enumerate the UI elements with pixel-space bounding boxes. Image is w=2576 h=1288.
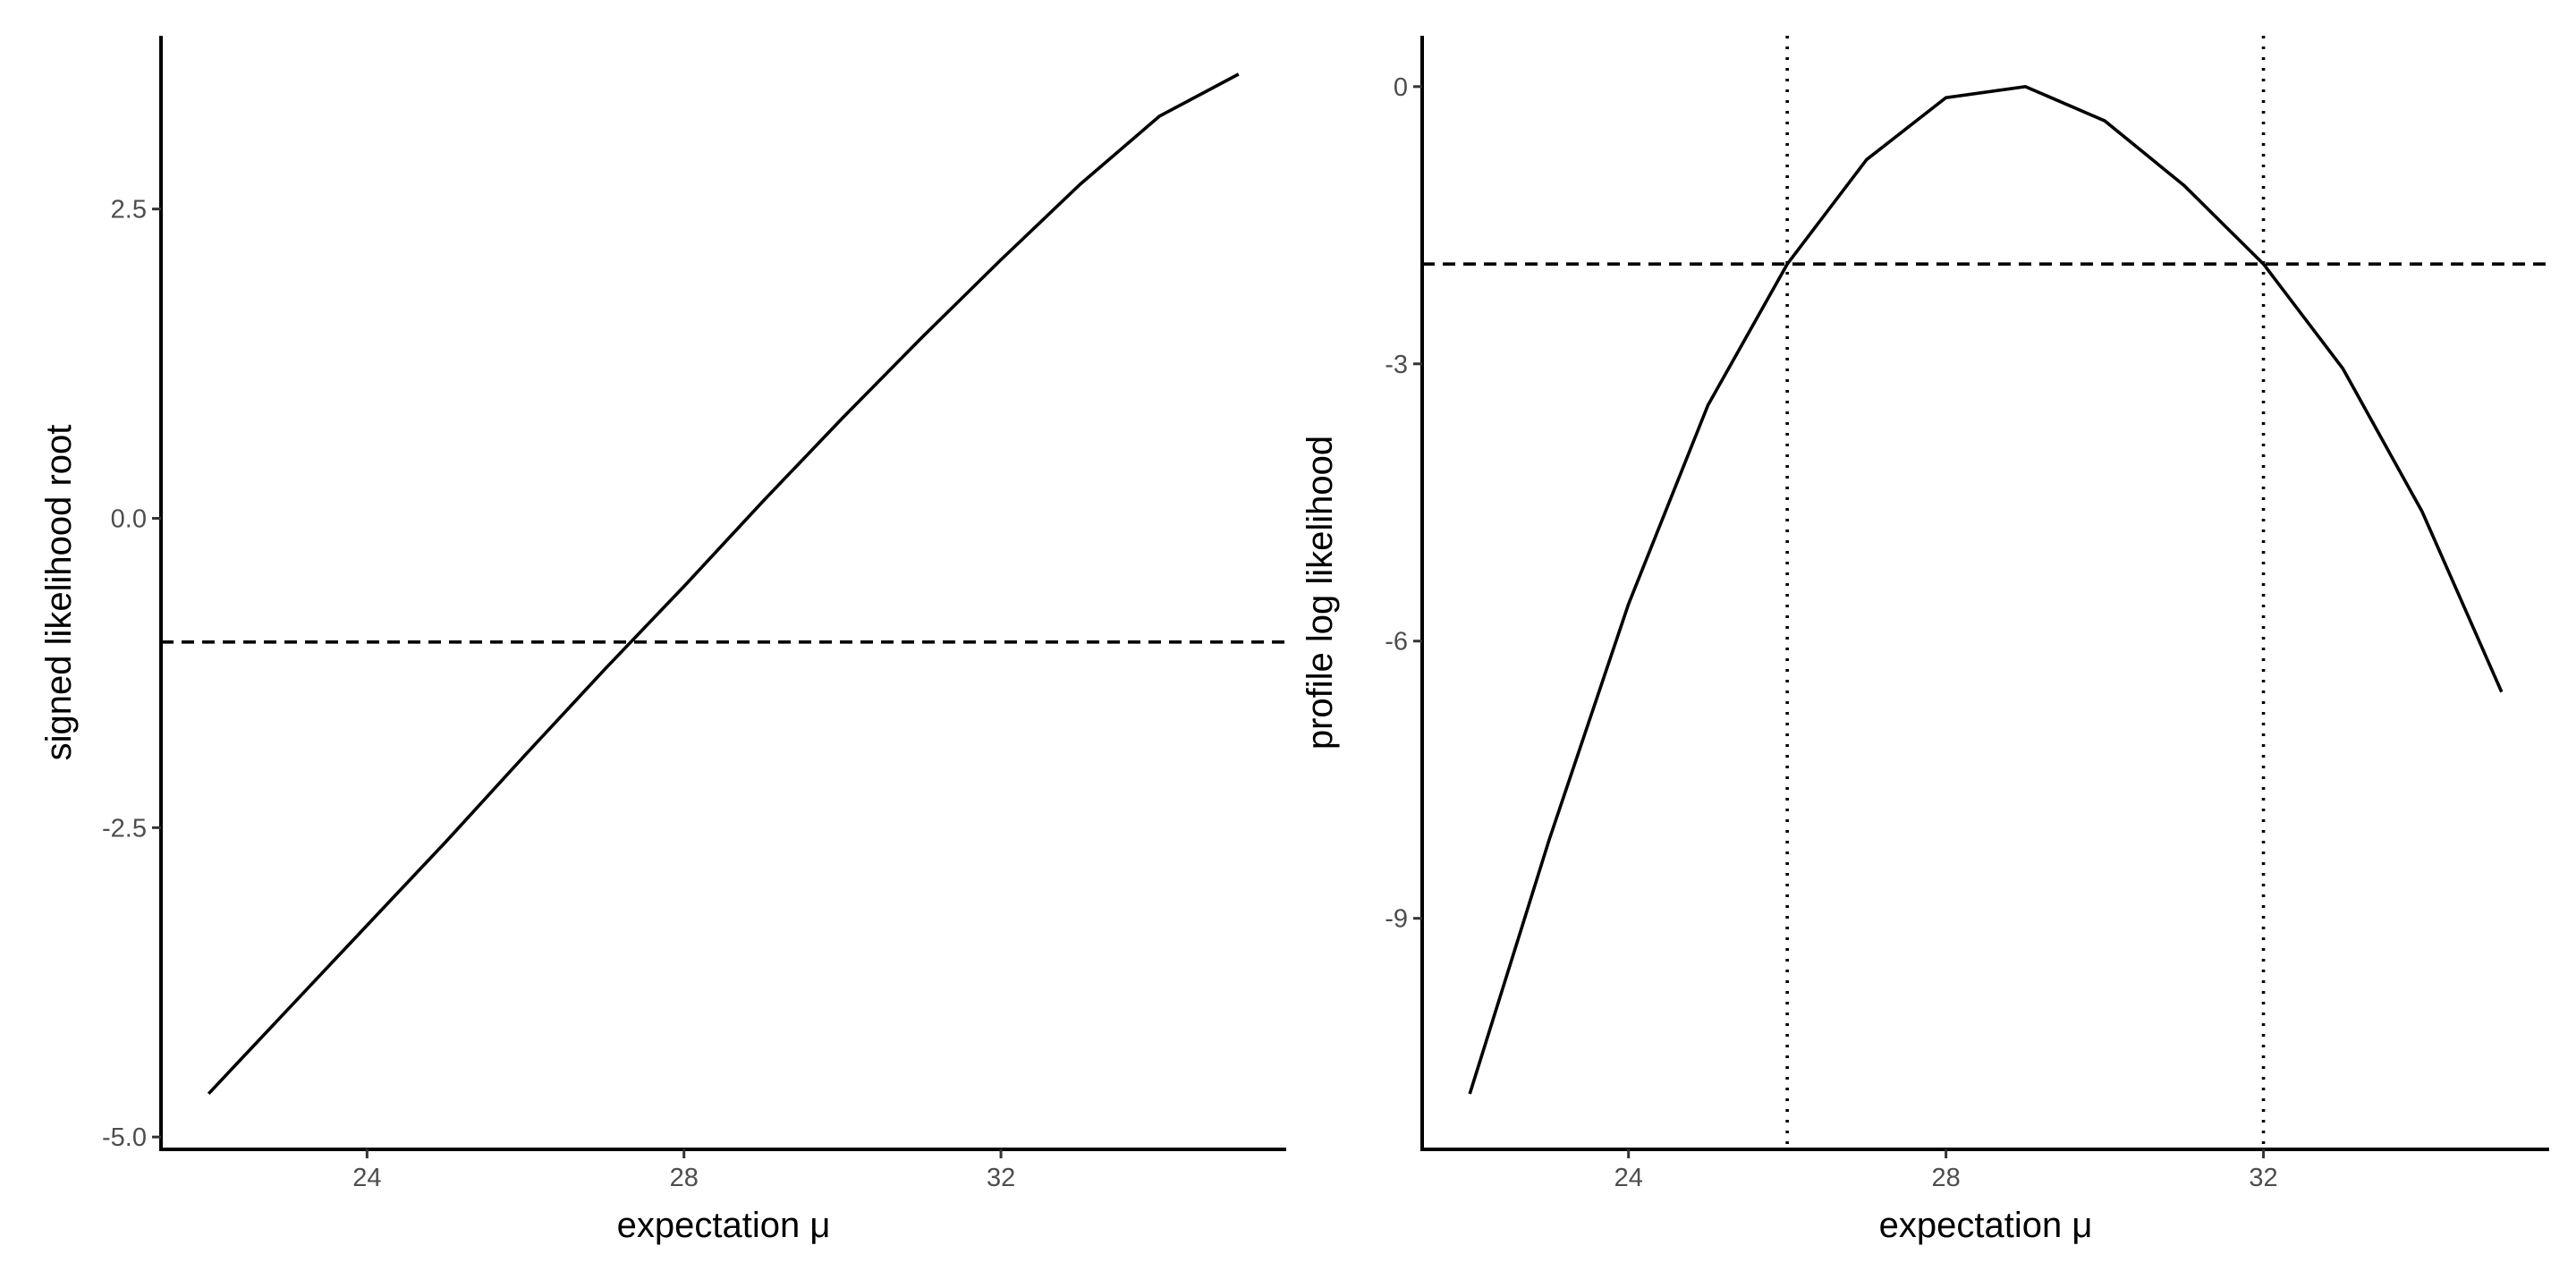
left-y-tick-label: 0.0 (111, 505, 147, 534)
right-y-tick-label: 0 (1394, 73, 1408, 102)
right-y-tick-label: -6 (1385, 628, 1408, 657)
right-y-axis-title: profile log likelihood (1301, 436, 1340, 750)
left-panel: 24 28 32 -5.0 -2.5 0.0 2.5 expectation μ signed … (39, 36, 1286, 1245)
right-panel: 24 28 32 0 -3 -6 -9 expectation μ profile log li… (1301, 36, 2549, 1245)
left-series-line (207, 72, 1240, 1096)
left-x-tick-label: 24 (352, 1164, 381, 1192)
left-y-axis-title: signed likelihood root (39, 425, 79, 761)
right-series-line (1468, 84, 2504, 1095)
left-y-tick-label: -5.0 (102, 1123, 147, 1152)
right-x-tick-label: 32 (2249, 1164, 2277, 1192)
left-y-tick-label: -2.5 (102, 814, 147, 843)
left-x-tick-label: 28 (670, 1164, 699, 1192)
right-y-tick-label: -9 (1385, 905, 1408, 934)
left-x-axis-title: expectation μ (617, 1206, 831, 1245)
left-y-tick-label: 2.5 (111, 196, 147, 225)
right-x-tick-label: 28 (1932, 1164, 1961, 1192)
right-y-tick-label: -3 (1385, 351, 1408, 379)
left-x-tick-label: 32 (987, 1164, 1015, 1192)
right-x-axis-title: expectation μ (1879, 1206, 2093, 1245)
right-x-tick-label: 24 (1614, 1164, 1643, 1192)
